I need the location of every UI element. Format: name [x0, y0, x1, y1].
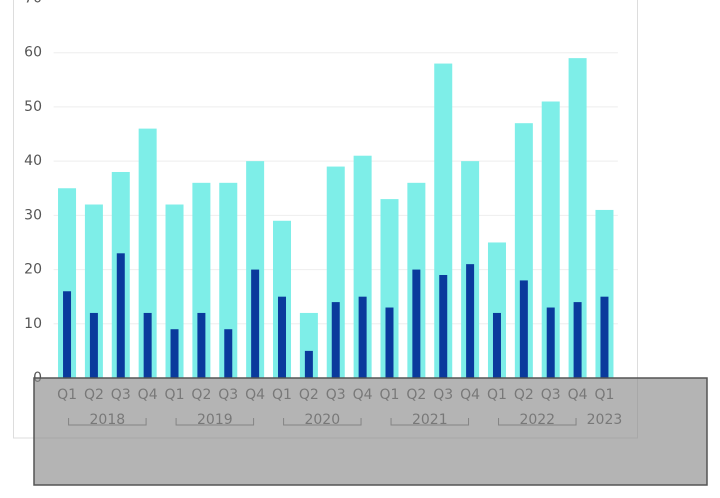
y-tick-label: 10: [24, 316, 42, 332]
y-tick-label: 20: [24, 262, 42, 278]
bar: [492, 312, 501, 378]
bar: [541, 101, 560, 378]
bar: [434, 63, 453, 379]
y-tick-label: 60: [24, 45, 42, 61]
bar: [380, 199, 399, 378]
y-tick-label: 70: [24, 0, 42, 7]
bar: [385, 307, 394, 378]
bar: [514, 123, 533, 378]
bar: [58, 188, 77, 378]
bar: [219, 182, 238, 378]
bar: [197, 312, 206, 378]
bar: [246, 161, 265, 378]
bar: [224, 329, 233, 378]
overlay-panel: [33, 377, 708, 486]
bar: [546, 307, 555, 378]
bar: [358, 296, 367, 378]
y-tick-label: 30: [24, 207, 42, 223]
bar: [143, 312, 152, 378]
bar: [251, 269, 260, 378]
bar: [170, 329, 179, 378]
bar: [304, 350, 313, 378]
bar: [299, 312, 318, 378]
bar: [84, 204, 103, 378]
bar: [116, 253, 125, 378]
bar: [439, 274, 448, 378]
bar: [595, 209, 614, 378]
bar: [487, 242, 506, 378]
bar: [165, 204, 184, 378]
y-tick-label: 40: [24, 153, 42, 169]
bar: [89, 312, 98, 378]
bar: [278, 296, 287, 378]
y-tick-label: 50: [24, 99, 42, 115]
bar: [353, 155, 372, 378]
bar: [568, 58, 587, 379]
bar: [192, 182, 211, 378]
bar: [466, 264, 475, 378]
bar: [331, 302, 340, 378]
bar: [326, 166, 345, 378]
bar: [138, 128, 157, 378]
bar: [573, 302, 582, 378]
bar: [412, 269, 421, 378]
bar: [600, 296, 609, 378]
bar: [63, 291, 72, 378]
bar: [519, 280, 528, 378]
